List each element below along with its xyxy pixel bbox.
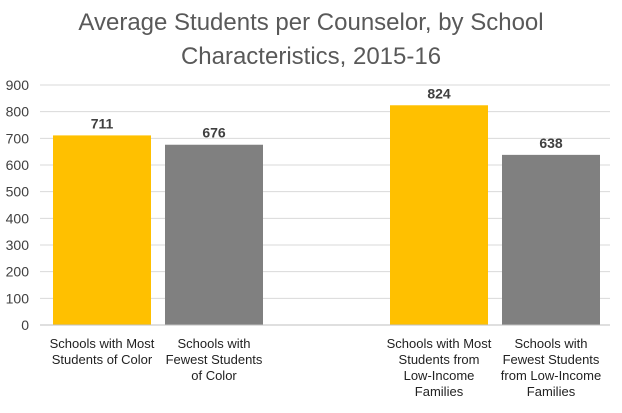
data-labels: 711 676 824 638 [91,85,563,151]
y-tick-label: 600 [6,157,30,173]
chart-title-line-2: Characteristics, 2015-16 [180,43,442,70]
data-label: 676 [202,125,226,141]
category-label-line: Students of Color [52,352,153,367]
category-label-line: Schools with Most [387,336,492,351]
category-label-line: Schools with Most [50,336,155,351]
category-label-line: Students from [399,352,480,367]
data-label: 824 [427,85,451,101]
y-tick-label: 300 [6,237,30,253]
y-tick-label: 100 [6,290,30,306]
y-tick-label: 500 [6,184,30,200]
category-label-line: Fewest Students [166,352,263,367]
y-tick-label: 900 [6,77,30,93]
data-label: 638 [539,135,563,151]
y-tick-label: 200 [6,264,30,280]
category-label-line: Schools with [178,336,251,351]
category-label-line: Fewest Students [503,352,600,367]
bar [390,105,488,326]
chart-title: Average Students per Counselor, by Schoo… [0,6,622,74]
bar [502,154,600,325]
category-label-line: Families [527,384,576,399]
bar [165,144,263,325]
data-label: 711 [91,115,114,131]
y-axis-ticks: 0 100 200 300 400 500 600 700 800 900 [6,77,30,333]
chart-title-line-1: Average Students per Counselor, by Schoo… [78,9,544,36]
y-tick-label: 700 [6,130,30,146]
bars [53,105,600,326]
category-label-line: Families [415,384,464,399]
y-tick-label: 400 [6,210,30,226]
category-label-line: from Low-Income [501,368,601,383]
category-label-line: Schools with [515,336,588,351]
bar [53,135,151,325]
category-label-line: Low-Income [404,368,475,383]
y-tick-label: 800 [6,104,30,120]
y-tick-label: 0 [21,317,29,333]
category-label-line: of Color [191,368,237,383]
